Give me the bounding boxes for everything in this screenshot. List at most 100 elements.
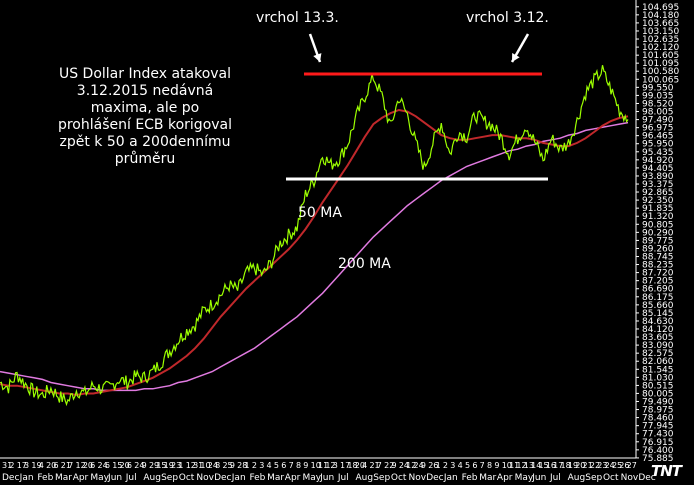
arrow-head <box>313 53 322 62</box>
y-tick-label: 87.720 <box>642 269 674 279</box>
y-tick-label: 96.975 <box>642 124 674 134</box>
x-month-label: Nov <box>409 473 427 483</box>
x-day-label: 25 <box>612 461 622 470</box>
x-month-label: Aug <box>356 473 374 483</box>
x-day-label: 13 <box>524 461 534 470</box>
x-month-label: Jul <box>125 473 137 483</box>
x-day-label: 12 <box>186 461 196 470</box>
x-month-label: Oct <box>179 473 195 483</box>
x-day-label: 24 <box>414 461 424 470</box>
x-month-label: Feb <box>37 473 53 483</box>
peak-label-march: vrchol 13.3. <box>256 10 339 26</box>
x-day-label: 9 <box>303 461 308 470</box>
x-day-label: 16 <box>546 461 556 470</box>
x-day-label: 29 <box>149 461 159 470</box>
y-tick-label: 85.145 <box>642 309 674 319</box>
x-day-label: 18 <box>561 461 571 470</box>
x-day-label: 6 <box>53 461 58 470</box>
x-month-label: Jul <box>549 473 561 483</box>
y-tick-label: 101.605 <box>642 51 679 61</box>
x-month-label: Feb <box>249 473 265 483</box>
y-tick-label: 98.005 <box>642 108 674 118</box>
x-day-label: 7 <box>68 461 73 470</box>
x-day-label: 23 <box>597 461 607 470</box>
x-day-label: 21 <box>61 461 71 470</box>
y-tick-label: 83.605 <box>642 333 674 343</box>
y-tick-label: 78.975 <box>642 406 674 416</box>
x-day-label: 9 <box>494 461 499 470</box>
x-month-label: Dec <box>638 473 655 483</box>
x-month-label: Aug <box>143 473 161 483</box>
y-tick-label: 93.375 <box>642 180 674 190</box>
x-day-label: 10 <box>311 461 321 470</box>
x-day-label: 2 <box>9 461 14 470</box>
x-day-label: 31 <box>2 461 12 470</box>
y-tick-label: 84.120 <box>642 325 674 335</box>
y-tick-label: 99.550 <box>642 83 674 93</box>
y-tick-label: 98.520 <box>642 99 674 109</box>
x-day-label: 9 <box>142 461 147 470</box>
x-month-label: May <box>515 473 534 483</box>
x-day-label: 12 <box>516 461 526 470</box>
x-day-label: 20 <box>46 461 56 470</box>
x-day-label: 4 <box>458 461 463 470</box>
x-day-label: 24 <box>208 461 218 470</box>
x-month-label: Sep <box>373 473 390 483</box>
y-tick-label: 86.690 <box>642 285 674 295</box>
y-tick-label: 82.575 <box>642 349 674 359</box>
x-month-label: Mar <box>479 473 496 483</box>
x-month-label: Jan <box>443 473 458 483</box>
x-day-label: 10 <box>502 461 512 470</box>
x-day-label: 22 <box>384 461 394 470</box>
y-tick-label: 104.695 <box>642 3 679 13</box>
y-tick-label: 78.460 <box>642 414 674 424</box>
x-day-label: 17 <box>340 461 350 470</box>
x-day-label: 3 <box>259 461 264 470</box>
y-tick-label: 103.665 <box>642 19 679 29</box>
x-day-label: 6 <box>472 461 477 470</box>
x-month-label: Apr <box>285 473 301 483</box>
y-tick-label: 76.400 <box>642 446 674 456</box>
x-day-label: 17 <box>17 461 27 470</box>
y-tick-label: 91.835 <box>642 204 674 214</box>
x-month-label: Apr <box>497 473 513 483</box>
x-day-label: 18 <box>347 461 357 470</box>
x-day-label: 4 <box>362 461 367 470</box>
x-day-label: 4 <box>39 461 44 470</box>
y-tick-label: 88.235 <box>642 261 674 271</box>
y-tick-label: 82.060 <box>642 357 674 367</box>
x-day-label: 1 <box>436 461 441 470</box>
x-day-label: 20 <box>120 461 130 470</box>
x-month-label: Mar <box>267 473 284 483</box>
x-month-label: Aug <box>568 473 586 483</box>
x-day-label: 15 <box>112 461 122 470</box>
x-month-label: Jun <box>107 473 122 483</box>
y-tick-label: 97.490 <box>642 116 674 126</box>
x-day-label: 26 <box>428 461 438 470</box>
y-tick-label: 90.290 <box>642 228 674 238</box>
y-tick-label: 81.030 <box>642 373 674 383</box>
y-tick-label: 90.805 <box>642 220 674 230</box>
x-month-label: Jan <box>19 473 34 483</box>
y-tick-label: 102.635 <box>642 35 679 45</box>
x-day-label: 9 <box>391 461 396 470</box>
x-day-label: 2 <box>252 461 257 470</box>
tnt-logo: TNT <box>651 462 682 480</box>
x-day-label: 24 <box>605 461 615 470</box>
series-line-price <box>0 65 629 407</box>
y-tick-label: 77.945 <box>642 422 674 432</box>
y-tick-label: 95.435 <box>642 148 674 158</box>
x-day-label: 6 <box>90 461 95 470</box>
y-tick-label: 92.865 <box>642 188 674 198</box>
x-day-label: 10 <box>200 461 210 470</box>
x-day-label: 26 <box>619 461 629 470</box>
x-day-label: 31 <box>193 461 203 470</box>
x-month-label: Jun <box>531 473 546 483</box>
peak-label-december: vrchol 3.12. <box>466 10 549 26</box>
chart-levels <box>286 72 548 181</box>
arrow-icon-peak-december <box>510 33 530 63</box>
x-day-label: 9 <box>230 461 235 470</box>
y-tick-label: 96.465 <box>642 132 674 142</box>
x-day-label: 1 <box>178 461 183 470</box>
x-day-label: 20 <box>355 461 365 470</box>
